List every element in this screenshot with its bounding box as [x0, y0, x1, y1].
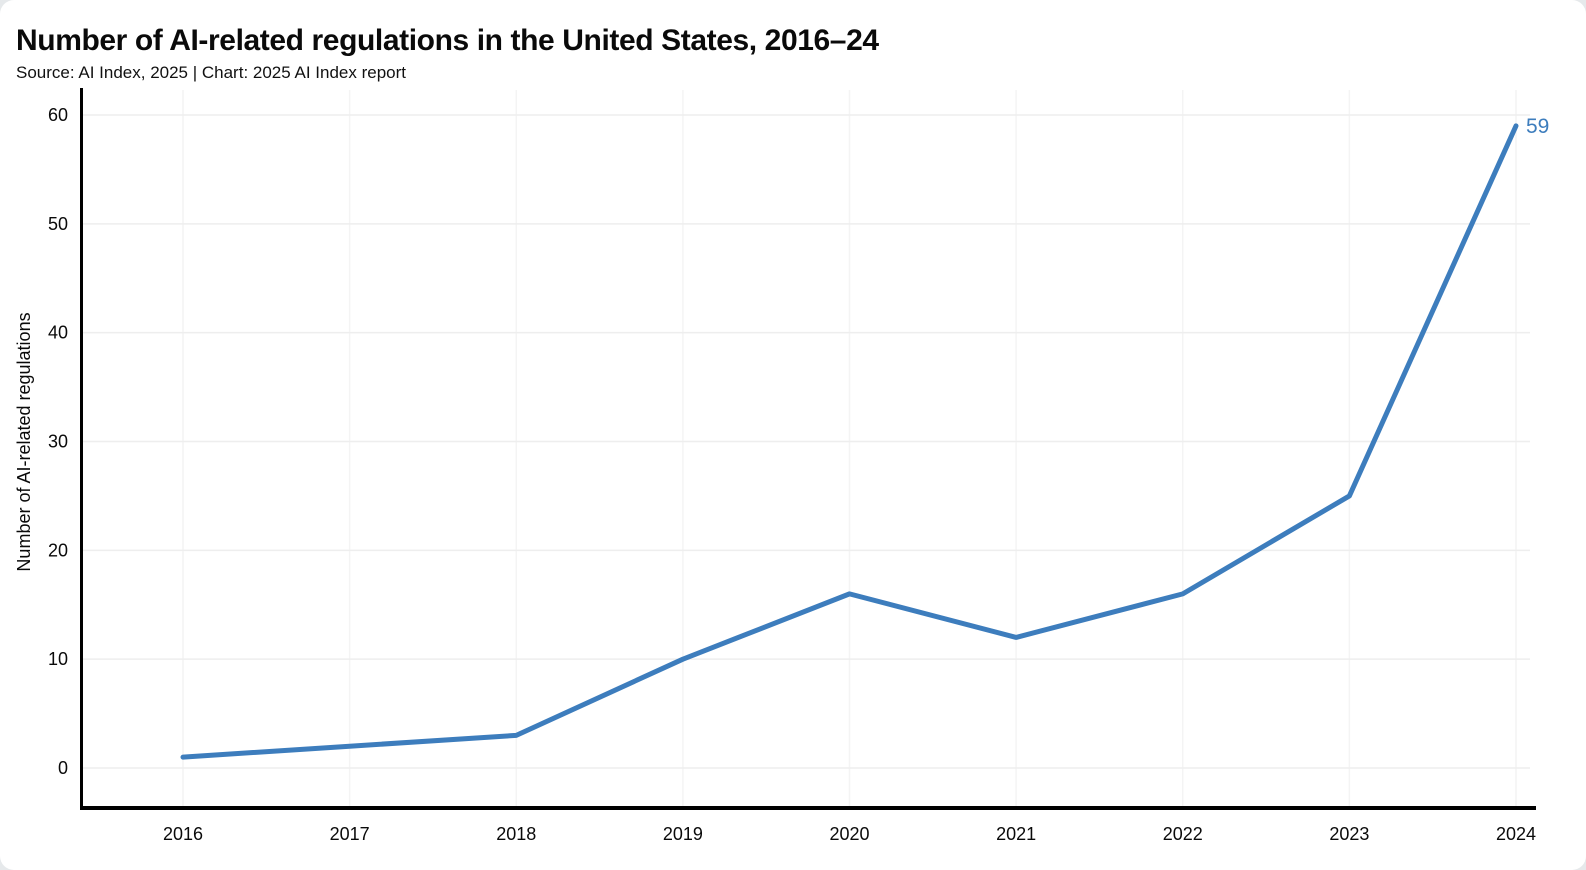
- y-tick-label: 20: [48, 540, 68, 560]
- chart-title: Number of AI-related regulations in the …: [16, 24, 879, 57]
- y-tick-label: 30: [48, 432, 68, 452]
- y-tick-label: 10: [48, 649, 68, 669]
- x-tick-label: 2019: [663, 824, 703, 844]
- chart-subtitle: Source: AI Index, 2025 | Chart: 2025 AI …: [16, 63, 406, 82]
- x-tick-label: 2020: [829, 824, 869, 844]
- y-tick-label: 50: [48, 214, 68, 234]
- x-axis-line: [80, 806, 1536, 810]
- y-tick-label: 40: [48, 323, 68, 343]
- x-tick-label: 2024: [1496, 824, 1536, 844]
- x-tick-label: 2018: [496, 824, 536, 844]
- y-tick-label: 0: [58, 758, 68, 778]
- grid-horizontal-lines: [83, 114, 1530, 769]
- last-point-value-label: 59: [1526, 115, 1549, 138]
- y-axis-line: [80, 88, 83, 809]
- y-axis-title: Number of AI-related regulations: [14, 312, 34, 571]
- data-series-line: [180, 123, 1519, 760]
- grid-vertical-lines: [182, 90, 1517, 806]
- x-axis-tick-labels: 2016 2017 2018 2019 2020 2021 2022 2023 2024: [163, 824, 1536, 844]
- x-tick-label: 2021: [996, 824, 1036, 844]
- x-tick-label: 2017: [330, 824, 370, 844]
- x-tick-label: 2022: [1163, 824, 1203, 844]
- y-axis-tick-labels: 0 10 20 30 40 50 60: [48, 105, 68, 778]
- x-tick-label: 2016: [163, 824, 203, 844]
- y-tick-label: 60: [48, 105, 68, 125]
- x-tick-label: 2023: [1329, 824, 1369, 844]
